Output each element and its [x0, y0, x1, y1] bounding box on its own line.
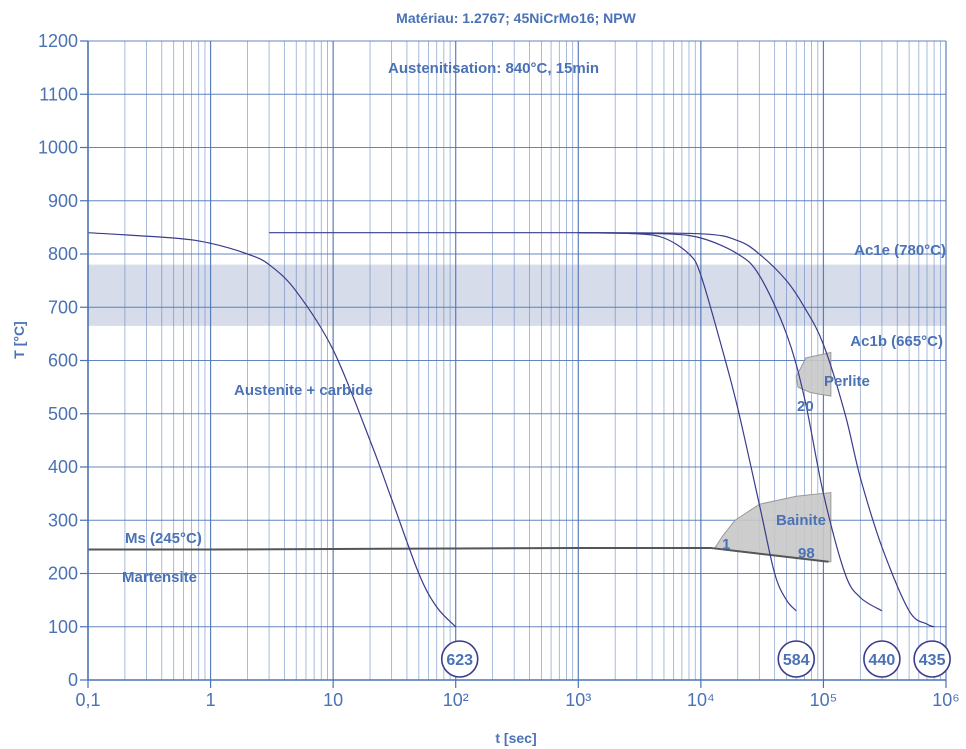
ac1b-label: Ac1b (665°C) — [850, 333, 943, 350]
y-tick-label: 400 — [48, 457, 78, 477]
y-tick-label: 200 — [48, 564, 78, 584]
ms-line — [88, 546, 829, 563]
ac1e-label: Ac1e (780°C) — [854, 242, 946, 259]
x-tick-label: 10 — [323, 690, 343, 710]
cooling-curve-623 — [87, 232, 457, 628]
hardness-circle — [777, 640, 816, 678]
curve-layer — [87, 232, 935, 628]
perlite-label: Perlite — [824, 373, 870, 390]
x-tick-label: 10⁴ — [687, 690, 715, 710]
chart-title: Matériau: 1.2767; 45NiCrMo16; NPW — [396, 10, 636, 26]
hardness-value: 440 — [869, 652, 896, 669]
cooling-curve-440 — [578, 232, 883, 612]
phase-layer — [88, 352, 832, 563]
axis-layer: 0100200300400500600700800900100011001200… — [38, 31, 960, 710]
label-98: 98 — [798, 545, 815, 562]
x-tick-label: 10² — [443, 690, 469, 710]
hardness-value: 435 — [919, 652, 946, 669]
y-tick-label: 0 — [68, 670, 78, 690]
y-tick-label: 1000 — [38, 138, 78, 158]
bainite-label: Bainite — [776, 512, 826, 529]
perlite-region — [795, 352, 832, 397]
label-1: 1 — [722, 536, 730, 553]
y-tick-label: 300 — [48, 510, 78, 530]
x-tick-label: 10⁵ — [810, 690, 837, 710]
hardness-circle — [913, 640, 951, 678]
hardness-circle — [863, 640, 901, 678]
x-axis-label: t [sec] — [495, 730, 536, 746]
hardness-value: 623 — [446, 652, 473, 669]
x-tick-label: 1 — [206, 690, 216, 710]
band-layer — [88, 264, 946, 326]
y-tick-label: 1200 — [38, 31, 78, 51]
hardness-value: 584 — [783, 652, 810, 669]
cooling-curve-584 — [269, 232, 797, 612]
y-tick-label: 100 — [48, 617, 78, 637]
martensite-label: Martensite — [122, 569, 197, 586]
text-layer: Matériau: 1.2767; 45NiCrMo16; NPW t [sec… — [11, 10, 946, 746]
ac1-band — [88, 264, 946, 326]
y-tick-label: 900 — [48, 191, 78, 211]
hardness-circle — [440, 640, 479, 678]
x-tick-label: 0,1 — [75, 690, 100, 710]
label-20: 20 — [797, 398, 814, 415]
ms-label: Ms (245°C) — [125, 530, 202, 547]
y-tick-label: 1100 — [39, 84, 78, 104]
y-axis-label: T [°C] — [11, 321, 27, 358]
x-tick-label: 10³ — [565, 690, 591, 710]
austenitisation-label: Austenitisation: 840°C, 15min — [388, 60, 599, 77]
x-tick-label: 10⁶ — [932, 690, 959, 710]
cooling-curve-435 — [578, 232, 935, 628]
austenite-carbide-label: Austenite + carbide — [234, 382, 373, 399]
y-tick-label: 800 — [48, 244, 78, 264]
hardness-layer: 623 584 440 435 — [440, 640, 951, 678]
y-tick-label: 700 — [48, 297, 78, 317]
y-tick-label: 600 — [48, 351, 78, 371]
y-tick-label: 500 — [48, 404, 78, 424]
